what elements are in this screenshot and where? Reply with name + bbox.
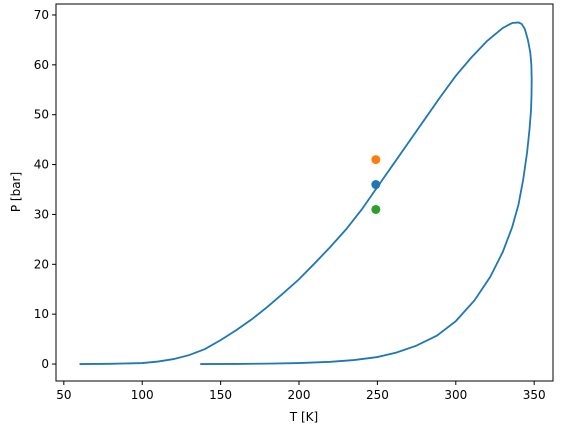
y-tick-label: 0 xyxy=(41,357,49,371)
data-point-1 xyxy=(371,155,381,165)
y-axis-label: P [bar] xyxy=(9,172,23,212)
x-tick-label: 100 xyxy=(131,388,154,402)
x-tick-label: 300 xyxy=(444,388,467,402)
data-point-2 xyxy=(371,180,381,190)
x-tick-label: 250 xyxy=(366,388,389,402)
x-tick-label: 200 xyxy=(288,388,311,402)
y-tick-label: 50 xyxy=(34,108,49,122)
x-axis-label: T [K] xyxy=(289,410,318,424)
x-axis-ticks: 50 100 150 200 250 300 350 xyxy=(56,381,546,402)
data-points xyxy=(371,155,381,214)
data-point-3 xyxy=(371,204,381,214)
y-tick-label: 70 xyxy=(34,8,49,22)
y-tick-label: 60 xyxy=(34,58,49,72)
plot-area: 50 100 150 200 250 300 350 0 10 20 30 40 50 60 70 xyxy=(34,3,554,402)
y-tick-label: 30 xyxy=(34,207,49,221)
y-tick-label: 10 xyxy=(34,307,49,321)
axes-frame xyxy=(55,3,554,382)
series-line xyxy=(79,21,533,365)
y-tick-label: 40 xyxy=(34,158,49,172)
x-tick-label: 150 xyxy=(209,388,232,402)
y-tick-label: 20 xyxy=(34,257,49,271)
x-tick-label: 50 xyxy=(56,388,71,402)
y-axis-ticks: 0 10 20 30 40 50 60 70 xyxy=(34,8,56,371)
x-tick-label: 350 xyxy=(523,388,546,402)
